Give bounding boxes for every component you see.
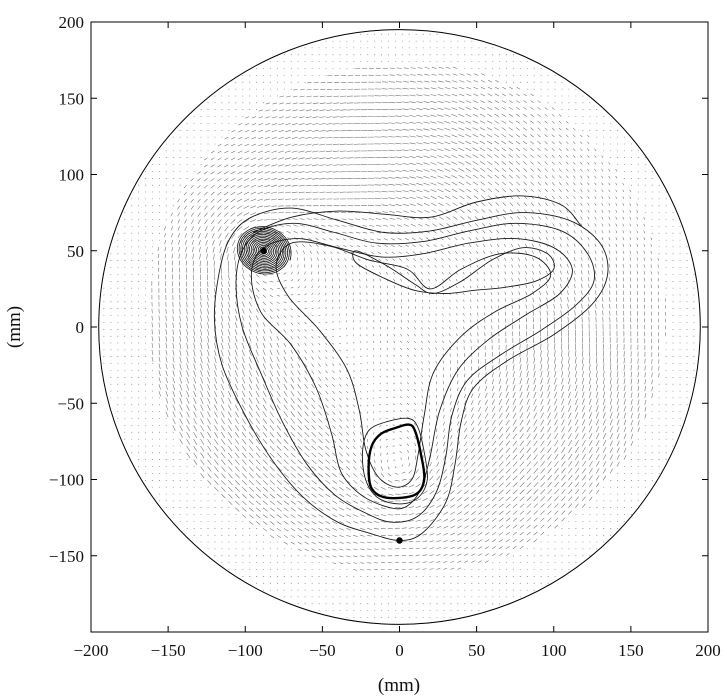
x-tick-label: −150 [151, 641, 186, 660]
vortex-spiral [236, 226, 292, 275]
y-tick-label: −100 [49, 471, 84, 490]
streamline-inner-trefoil [250, 238, 573, 510]
y-tick-label: 200 [59, 13, 85, 32]
x-tick-label: 200 [695, 641, 721, 660]
y-axis-ticks: −150 −100 −50 0 50 100 150 200 [49, 13, 708, 566]
tank-boundary [98, 29, 701, 625]
y-tick-label: 0 [76, 318, 85, 337]
markers [260, 247, 403, 544]
streamline-top-arc [252, 195, 582, 233]
streamline-outer-trefoil [213, 207, 609, 541]
y-tick-label: −150 [49, 547, 84, 566]
marker-point-1 [260, 247, 267, 254]
x-axis-label: (mm) [378, 675, 420, 696]
y-tick-label: 100 [59, 166, 85, 185]
x-tick-label: 50 [468, 641, 485, 660]
x-tick-label: −50 [309, 641, 336, 660]
y-axis-label: (mm) [4, 306, 25, 348]
x-axis-ticks: −200 −150 −100 −50 0 50 100 150 200 [73, 22, 721, 660]
y-tick-label: 50 [67, 242, 84, 261]
streamline-middle-trefoil [235, 222, 595, 523]
streamline-innermost-loop [275, 241, 552, 488]
streamlines [213, 195, 609, 541]
x-tick-label: 150 [618, 641, 644, 660]
x-tick-label: −100 [228, 641, 263, 660]
marker-point-2 [396, 537, 403, 544]
x-tick-label: 100 [541, 641, 567, 660]
x-tick-label: 0 [395, 641, 404, 660]
streamline-bottom-lobe-bold [367, 423, 426, 500]
y-tick-label: −50 [57, 394, 84, 413]
streamline-bottom-lobe-outer [361, 417, 428, 505]
streamline-center-loop [352, 247, 555, 294]
x-tick-label: −200 [73, 641, 108, 660]
boundary-circle [98, 29, 701, 625]
y-tick-label: 150 [59, 89, 85, 108]
